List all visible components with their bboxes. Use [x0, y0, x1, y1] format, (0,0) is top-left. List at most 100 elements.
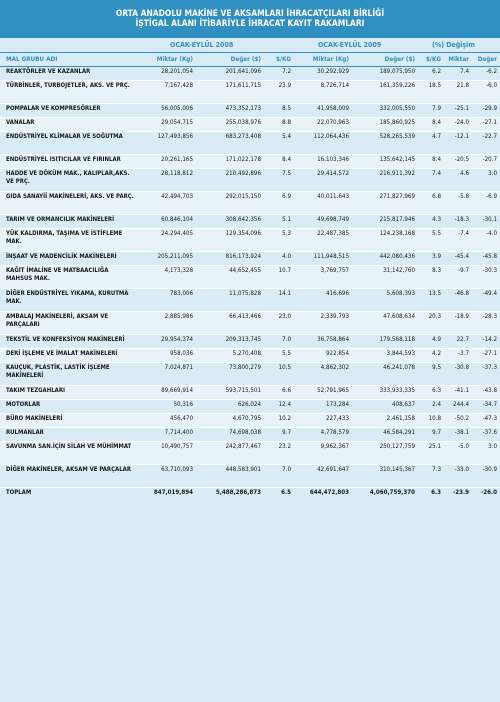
row-name: İNŞAAT VE MADENCİLİK MAKİNELERİ [0, 251, 138, 266]
row-cell: 7,024,871 [138, 362, 196, 386]
table-row: REAKTÖRLER VE KAZANLAR 28,201,054 201,641,… [0, 66, 500, 81]
row-cell: 227,433 [294, 413, 352, 428]
row-cell: -20.7 [472, 154, 500, 169]
row-cell: 3.9 [418, 251, 444, 266]
row-cell: 456,470 [138, 413, 196, 428]
row-cell: 7.0 [264, 464, 294, 488]
row-cell: 3.0 [472, 168, 500, 192]
row-cell: -3.7 [444, 348, 472, 363]
row-cell: 8.5 [264, 103, 294, 118]
row-name: TEKSTİL VE KONFEKSİYON MAKİNELERİ [0, 334, 138, 349]
row-cell: 310,145,367 [352, 464, 418, 488]
row-cell: 112,064,436 [294, 131, 352, 155]
row-name: AMBALAJ MAKİNELERİ, AKSAM VE PARÇALARI [0, 311, 138, 335]
row-cell: 10.5 [264, 362, 294, 386]
row-cell: 783,006 [138, 288, 196, 312]
row-cell: 111,948,515 [294, 251, 352, 266]
title-line-1: ORTA ANADOLU MAKİNE VE AKSAMLARI İHRACAT… [115, 8, 385, 18]
row-cell: 173,284 [294, 399, 352, 414]
row-cell: -49.4 [472, 288, 500, 312]
row-cell: 292,015,150 [196, 191, 264, 215]
row-cell: 9,962,367 [294, 441, 352, 465]
row-name: KAUÇUK, PLASTİK, LASTİK İŞLEME MAKİNELER… [0, 362, 138, 386]
row-cell: 10.7 [264, 265, 294, 289]
row-cell: 40,011,643 [294, 191, 352, 215]
table-row: TÜRBİNLER, TURBOJETLER, AKS. VE PRÇ. 7,16… [0, 80, 500, 104]
row-cell: -6.9 [472, 191, 500, 215]
row-cell: 22,487,385 [294, 228, 352, 252]
row-cell: 20,261,165 [138, 154, 196, 169]
row-cell: -28.3 [472, 311, 500, 335]
row-cell: 6.2 [418, 66, 444, 81]
row-cell: 189,075,950 [352, 66, 418, 81]
col-header-usdkg-2008: $/KG [264, 53, 294, 67]
row-name: HADDE VE DÖKÜM MAK., KALIPLAR,AKS. VE PR… [0, 168, 138, 192]
row-cell: -20.5 [444, 154, 472, 169]
row-cell: 205,211,095 [138, 251, 196, 266]
row-cell: 5.1 [264, 214, 294, 229]
row-cell: 7.3 [418, 464, 444, 488]
row-cell: 66,413,466 [196, 311, 264, 335]
row-cell: -46.8 [444, 288, 472, 312]
table-row: RULMANLAR 7,714,400 74,698,038 9.7 4,778,579… [0, 427, 500, 442]
row-cell: -22.7 [472, 131, 500, 155]
row-cell: 271,827,969 [352, 191, 418, 215]
row-cell: 10.2 [264, 413, 294, 428]
row-cell: 255,038,976 [196, 117, 264, 132]
row-cell: 3.0 [472, 441, 500, 465]
row-cell: 46,241,078 [352, 362, 418, 386]
col-header-kg-2009: Miktar (Kg) [294, 53, 352, 67]
row-cell: 2.4 [418, 399, 444, 414]
row-cell: -37.3 [472, 362, 500, 386]
row-name: VANALAR [0, 117, 138, 132]
total-cell: 644,472,803 [294, 487, 352, 501]
col-header-change-usd: Değer [472, 53, 500, 67]
row-cell: 9.7 [264, 427, 294, 442]
row-cell: -18.9 [444, 311, 472, 335]
row-cell: 36,758,864 [294, 334, 352, 349]
row-cell: 6.3 [418, 385, 444, 400]
row-cell: 14.1 [264, 288, 294, 312]
column-header-row: MAL GRUBU ADI Miktar (Kg) Değer ($) $/KG… [0, 53, 500, 67]
row-cell: 4.7 [418, 131, 444, 155]
row-cell: 922,854 [294, 348, 352, 363]
row-name: KAĞIT İMALİNE VE MATBAACILIĞA MAHSUS MAK… [0, 265, 138, 289]
table-row: TEKSTİL VE KONFEKSİYON MAKİNELERİ 29,954,… [0, 334, 500, 349]
row-cell: 12.4 [264, 399, 294, 414]
total-row: TOPLAM 847,019,894 5,488,286,873 6.5 644… [0, 487, 500, 501]
row-cell: 4,862,302 [294, 362, 352, 386]
row-cell: 171,611,715 [196, 80, 264, 104]
row-cell: 7.4 [444, 66, 472, 81]
row-cell: 24,294,405 [138, 228, 196, 252]
row-cell: 244.4 [444, 399, 472, 414]
table-row: KAUÇUK, PLASTİK, LASTİK İŞLEME MAKİNELER… [0, 362, 500, 386]
row-name: TAKIM TEZGAHLARI [0, 385, 138, 400]
row-cell: 2,461,158 [352, 413, 418, 428]
total-cell: -23.9 [444, 487, 472, 501]
row-cell: 171,022,178 [196, 154, 264, 169]
row-cell: 242,877,467 [196, 441, 264, 465]
table-row: DERİ İŞLEME VE İMALAT MAKİNELERİ 958,036 5… [0, 348, 500, 363]
row-cell: 958,036 [138, 348, 196, 363]
row-cell: -30.9 [472, 464, 500, 488]
total-cell: 6.3 [418, 487, 444, 501]
row-cell: 49,698,749 [294, 214, 352, 229]
table-row: GIDA SANAYİİ MAKİNELERİ, AKS. VE PARÇ. 42… [0, 191, 500, 215]
row-cell: 593,715,501 [196, 385, 264, 400]
row-cell: 7.4 [418, 168, 444, 192]
row-cell: -41.1 [444, 385, 472, 400]
row-cell: 73,800,279 [196, 362, 264, 386]
row-cell: 23.0 [264, 311, 294, 335]
row-cell: 8.4 [418, 154, 444, 169]
col-header-kg-2008: Miktar (Kg) [138, 53, 196, 67]
row-cell: 42,691,647 [294, 464, 352, 488]
row-cell: -12.1 [444, 131, 472, 155]
row-name: MOTORLAR [0, 399, 138, 414]
table-row: İNŞAAT VE MADENCİLİK MAKİNELERİ 205,211,0… [0, 251, 500, 266]
table-row: DİĞER MAKİNELER, AKSAM VE PARÇALAR 63,710… [0, 464, 500, 488]
row-cell: 10.8 [418, 413, 444, 428]
row-cell: 626,024 [196, 399, 264, 414]
table-row: DİĞER ENDÜSTRİYEL YIKAMA, KURUTMA MAK. 78… [0, 288, 500, 312]
table-row: TAKIM TEZGAHLARI 89,669,914 593,715,501 6.6… [0, 385, 500, 400]
row-cell: 23.2 [264, 441, 294, 465]
